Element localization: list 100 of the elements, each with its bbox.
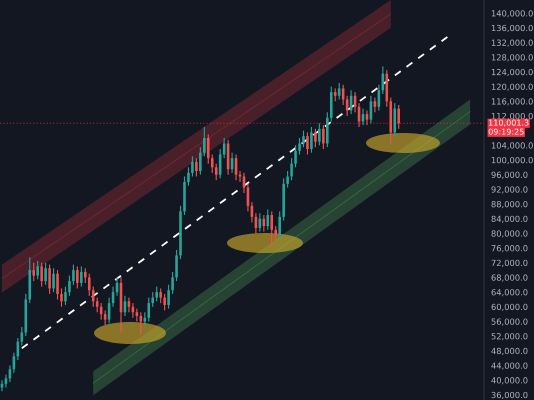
y-tick-label: 124,000.0 (492, 68, 533, 76)
candlestick (124, 295, 126, 317)
y-tick-label: 92,000.0 (491, 186, 528, 194)
candlestick (382, 66, 384, 94)
candlestick (104, 310, 106, 326)
candlestick (155, 286, 158, 302)
candlestick (254, 212, 258, 234)
candlestick (318, 122, 321, 146)
candlestick (250, 202, 254, 223)
candlestick (238, 170, 242, 183)
candlestick (278, 210, 281, 240)
candlestick (203, 126, 206, 157)
y-tick-label: 100,000.0 (492, 156, 533, 164)
y-tick-label: 76,000.0 (492, 245, 528, 252)
candlestick (12, 352, 16, 374)
candlestick (342, 84, 344, 106)
y-tick-label: 104,000.0 (492, 142, 533, 150)
candlestick (16, 337, 20, 361)
y-tick-label: 140,000.0 (492, 10, 533, 18)
candlestick (100, 302, 102, 320)
candlestick (210, 154, 214, 174)
y-tick-label: 132,000.0 (492, 40, 533, 47)
candlestick (346, 95, 348, 117)
candlestick (230, 152, 234, 174)
y-tick-label: 84,000.0 (492, 216, 528, 223)
candlestick (159, 288, 162, 304)
y-tick-label: 136,000.0 (492, 24, 533, 32)
candlestick (140, 312, 142, 335)
candlestick (112, 286, 114, 308)
y-tick-label: 40,000.0 (491, 377, 528, 384)
candlestick (108, 297, 110, 324)
candlestick (32, 262, 36, 282)
candlestick (48, 264, 51, 294)
candlestick (80, 266, 83, 288)
y-tick-label: 56,000.0 (492, 318, 528, 326)
candlestick (163, 293, 166, 312)
candlestick (96, 297, 98, 313)
candlestick (358, 102, 360, 128)
y-tick-label: 48,000.0 (491, 348, 528, 355)
candlestick (144, 312, 146, 326)
candlestick (378, 84, 380, 112)
candlestick (290, 158, 293, 181)
candlestick (258, 212, 262, 232)
candlestick (222, 137, 226, 159)
candlestick (350, 90, 352, 115)
y-tick-label: 116,000.0 (492, 98, 533, 106)
y-tick-label: 64,000.0 (492, 289, 528, 296)
candlestick (128, 297, 130, 313)
candlestick (338, 82, 340, 100)
candlestick (40, 262, 43, 288)
candlestick (136, 308, 138, 322)
candlestick (393, 102, 396, 137)
candlestick (60, 288, 63, 308)
candlestick (187, 166, 190, 186)
candlestick (195, 158, 198, 178)
candlestick (8, 364, 12, 383)
y-tick-label: 128,000.0 (492, 54, 533, 62)
candlestick (72, 264, 75, 286)
candlestick (214, 163, 218, 181)
candlestick (36, 260, 39, 280)
y-tick-label: 96,000.0 (491, 172, 528, 179)
candlestick (56, 270, 59, 300)
y-tick-label: 52,000.0 (492, 333, 528, 340)
candlestick (132, 302, 134, 318)
candlestick (234, 154, 238, 181)
candlestick (306, 132, 309, 156)
y-tick-label: 72,000.0 (492, 260, 528, 267)
y-tick-label: 36,000.0 (492, 392, 528, 399)
candlestick (218, 148, 222, 179)
ref-line-label: 110,001.3 (489, 120, 529, 126)
candlestick (302, 130, 305, 148)
candlestick (262, 214, 266, 232)
candlestick (374, 97, 376, 113)
candlestick (397, 104, 400, 130)
candlestick (76, 266, 79, 289)
y-tick-label: 60,000.0 (492, 304, 528, 311)
candlestick (354, 92, 356, 113)
candlestick (366, 110, 368, 126)
candlestick (298, 137, 301, 156)
y-tick-label: 120,000.0 (492, 84, 533, 91)
candlestick (294, 144, 297, 168)
y-tick-label: 80,000.0 (492, 230, 528, 238)
candlestick (64, 286, 67, 306)
candlestick (44, 262, 47, 286)
candlestick (334, 88, 337, 102)
candlestick (322, 124, 325, 150)
candlestick (266, 208, 270, 230)
candlestick (171, 271, 174, 294)
candlestick (310, 126, 313, 154)
candlestick (246, 183, 250, 212)
candlestick (20, 326, 24, 346)
candlestick (286, 170, 289, 188)
candlestick (52, 268, 55, 293)
y-tick-label: 88,000.0 (492, 201, 528, 208)
y-tick-label: 44,000.0 (491, 362, 528, 370)
candlestick (116, 276, 118, 296)
y-tick-label: 112,000.0 (492, 112, 533, 120)
y-tick-label: 68,000.0 (492, 274, 528, 282)
candlestick (270, 210, 274, 247)
candlestick (191, 156, 194, 178)
